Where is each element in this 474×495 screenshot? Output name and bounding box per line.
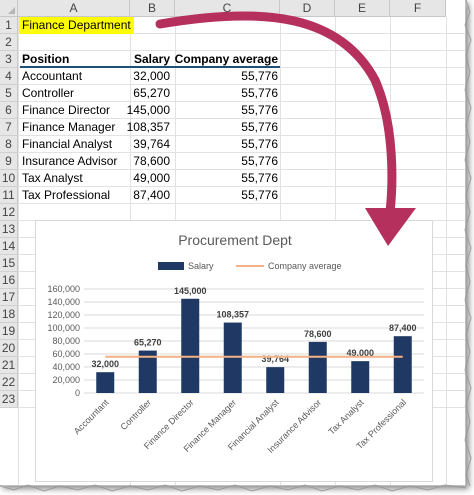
cell-salary[interactable]: 65,270 — [133, 86, 170, 100]
salary-bar — [96, 372, 115, 393]
y-tick-label: 60,000 — [52, 349, 80, 359]
y-tick-label: 20,000 — [52, 375, 80, 385]
row-header-3[interactable]: 3 — [0, 51, 18, 68]
legend-average-label: Company average — [268, 261, 342, 271]
header-underline — [20, 66, 280, 68]
column-header-b[interactable]: B — [130, 0, 175, 17]
gridline-vertical — [446, 17, 447, 485]
cell-salary[interactable]: 145,000 — [126, 103, 170, 117]
y-tick-label: 0 — [75, 388, 80, 398]
y-tick-label: 40,000 — [52, 362, 80, 372]
row-header-8[interactable]: 8 — [0, 136, 18, 153]
cell-company-average[interactable]: 55,776 — [241, 103, 278, 117]
bar-data-label: 78,600 — [304, 329, 332, 339]
y-tick-label: 80,000 — [52, 336, 80, 346]
cell-salary[interactable]: 49,000 — [133, 171, 170, 185]
cell-company-average[interactable]: 55,776 — [241, 171, 278, 185]
row-header-6[interactable]: 6 — [0, 102, 18, 119]
cell-company-average[interactable]: 55,776 — [241, 120, 278, 134]
row-header-13[interactable]: 13 — [0, 221, 18, 238]
y-tick-label: 120,000 — [47, 310, 80, 320]
cell-company-average[interactable]: 55,776 — [241, 188, 278, 202]
row-header-5[interactable]: 5 — [0, 85, 18, 102]
column-header-d[interactable]: D — [280, 0, 335, 17]
cell-salary[interactable]: 87,400 — [133, 188, 170, 202]
salary-bar — [181, 298, 200, 393]
cell-company-average[interactable]: 55,776 — [241, 154, 278, 168]
cell-position[interactable]: Financial Analyst — [22, 137, 113, 151]
x-category-label: Controller — [119, 397, 154, 432]
cell-company-average[interactable]: 55,776 — [241, 86, 278, 100]
sheet-title-cell[interactable]: Finance Department — [19, 17, 134, 34]
row-header-1[interactable]: 1 — [0, 17, 18, 34]
y-tick-label: 100,000 — [47, 323, 80, 333]
bar-data-label: 65,270 — [134, 338, 162, 348]
cell-salary[interactable]: 108,357 — [126, 120, 170, 134]
legend-salary-swatch — [158, 262, 184, 270]
column-header-a[interactable]: A — [18, 0, 130, 17]
bar-data-label: 145,000 — [174, 286, 207, 296]
legend-salary-label: Salary — [188, 261, 214, 271]
bar-data-label: 87,400 — [389, 323, 417, 333]
row-header-9[interactable]: 9 — [0, 153, 18, 170]
cell-position[interactable]: Accountant — [22, 69, 83, 83]
cell-position[interactable]: Tax Analyst — [22, 171, 83, 185]
row-header-23[interactable]: 23 — [0, 391, 18, 408]
bar-data-label: 32,000 — [91, 359, 119, 369]
cell-position[interactable]: Finance Manager — [22, 120, 116, 134]
cell-position[interactable]: Controller — [22, 86, 75, 100]
y-tick-label: 160,000 — [47, 284, 80, 294]
salary-chart: Procurement Dept Salary Company average … — [47, 232, 424, 455]
row-header-22[interactable]: 22 — [0, 374, 18, 391]
bar-data-label: 49,000 — [346, 348, 374, 358]
row-header-19[interactable]: 19 — [0, 323, 18, 340]
row-header-20[interactable]: 20 — [0, 340, 18, 357]
row-header-12[interactable]: 12 — [0, 204, 18, 221]
bar-data-label: 108,357 — [216, 310, 249, 320]
row-header-10[interactable]: 10 — [0, 170, 18, 187]
x-category-label: Tax Analyst — [326, 397, 366, 437]
x-category-label: Accountant — [72, 397, 111, 436]
chart-object[interactable]: Procurement Dept Salary Company average … — [35, 220, 433, 482]
row-header-14[interactable]: 14 — [0, 238, 18, 255]
bar-data-label: 39,764 — [261, 354, 289, 364]
row-header-16[interactable]: 16 — [0, 272, 18, 289]
cell-company-average[interactable]: 55,776 — [241, 69, 278, 83]
row-header-18[interactable]: 18 — [0, 306, 18, 323]
cell-position[interactable]: Insurance Advisor — [22, 154, 118, 168]
row-header-4[interactable]: 4 — [0, 68, 18, 85]
cell-salary[interactable]: 39,764 — [133, 137, 170, 151]
chart-legend: Salary Company average — [158, 261, 342, 271]
column-header-f[interactable]: F — [390, 0, 446, 17]
header-position[interactable]: Position — [22, 52, 70, 66]
salary-bar — [308, 341, 327, 393]
salary-bar — [393, 336, 412, 393]
column-header-e[interactable]: E — [335, 0, 390, 17]
row-header-7[interactable]: 7 — [0, 119, 18, 136]
row-header-17[interactable]: 17 — [0, 289, 18, 306]
cell-company-average[interactable]: 55,776 — [241, 137, 278, 151]
row-header-11[interactable]: 11 — [0, 187, 18, 204]
salary-bar — [223, 322, 242, 393]
salary-bar — [351, 361, 370, 393]
chart-title: Procurement Dept — [178, 232, 292, 248]
column-header-c[interactable]: C — [175, 0, 280, 17]
cell-position[interactable]: Tax Professional — [22, 188, 111, 202]
row-header-2[interactable]: 2 — [0, 34, 18, 51]
select-all-corner[interactable] — [0, 0, 18, 17]
salary-bar — [138, 350, 157, 393]
y-tick-label: 140,000 — [47, 297, 80, 307]
cell-salary[interactable]: 32,000 — [133, 69, 170, 83]
gridline-vertical — [18, 17, 19, 485]
cell-position[interactable]: Finance Director — [22, 103, 111, 117]
cell-salary[interactable]: 78,600 — [133, 154, 170, 168]
salary-bar — [266, 367, 285, 393]
row-header-15[interactable]: 15 — [0, 255, 18, 272]
row-header-21[interactable]: 21 — [0, 357, 18, 374]
